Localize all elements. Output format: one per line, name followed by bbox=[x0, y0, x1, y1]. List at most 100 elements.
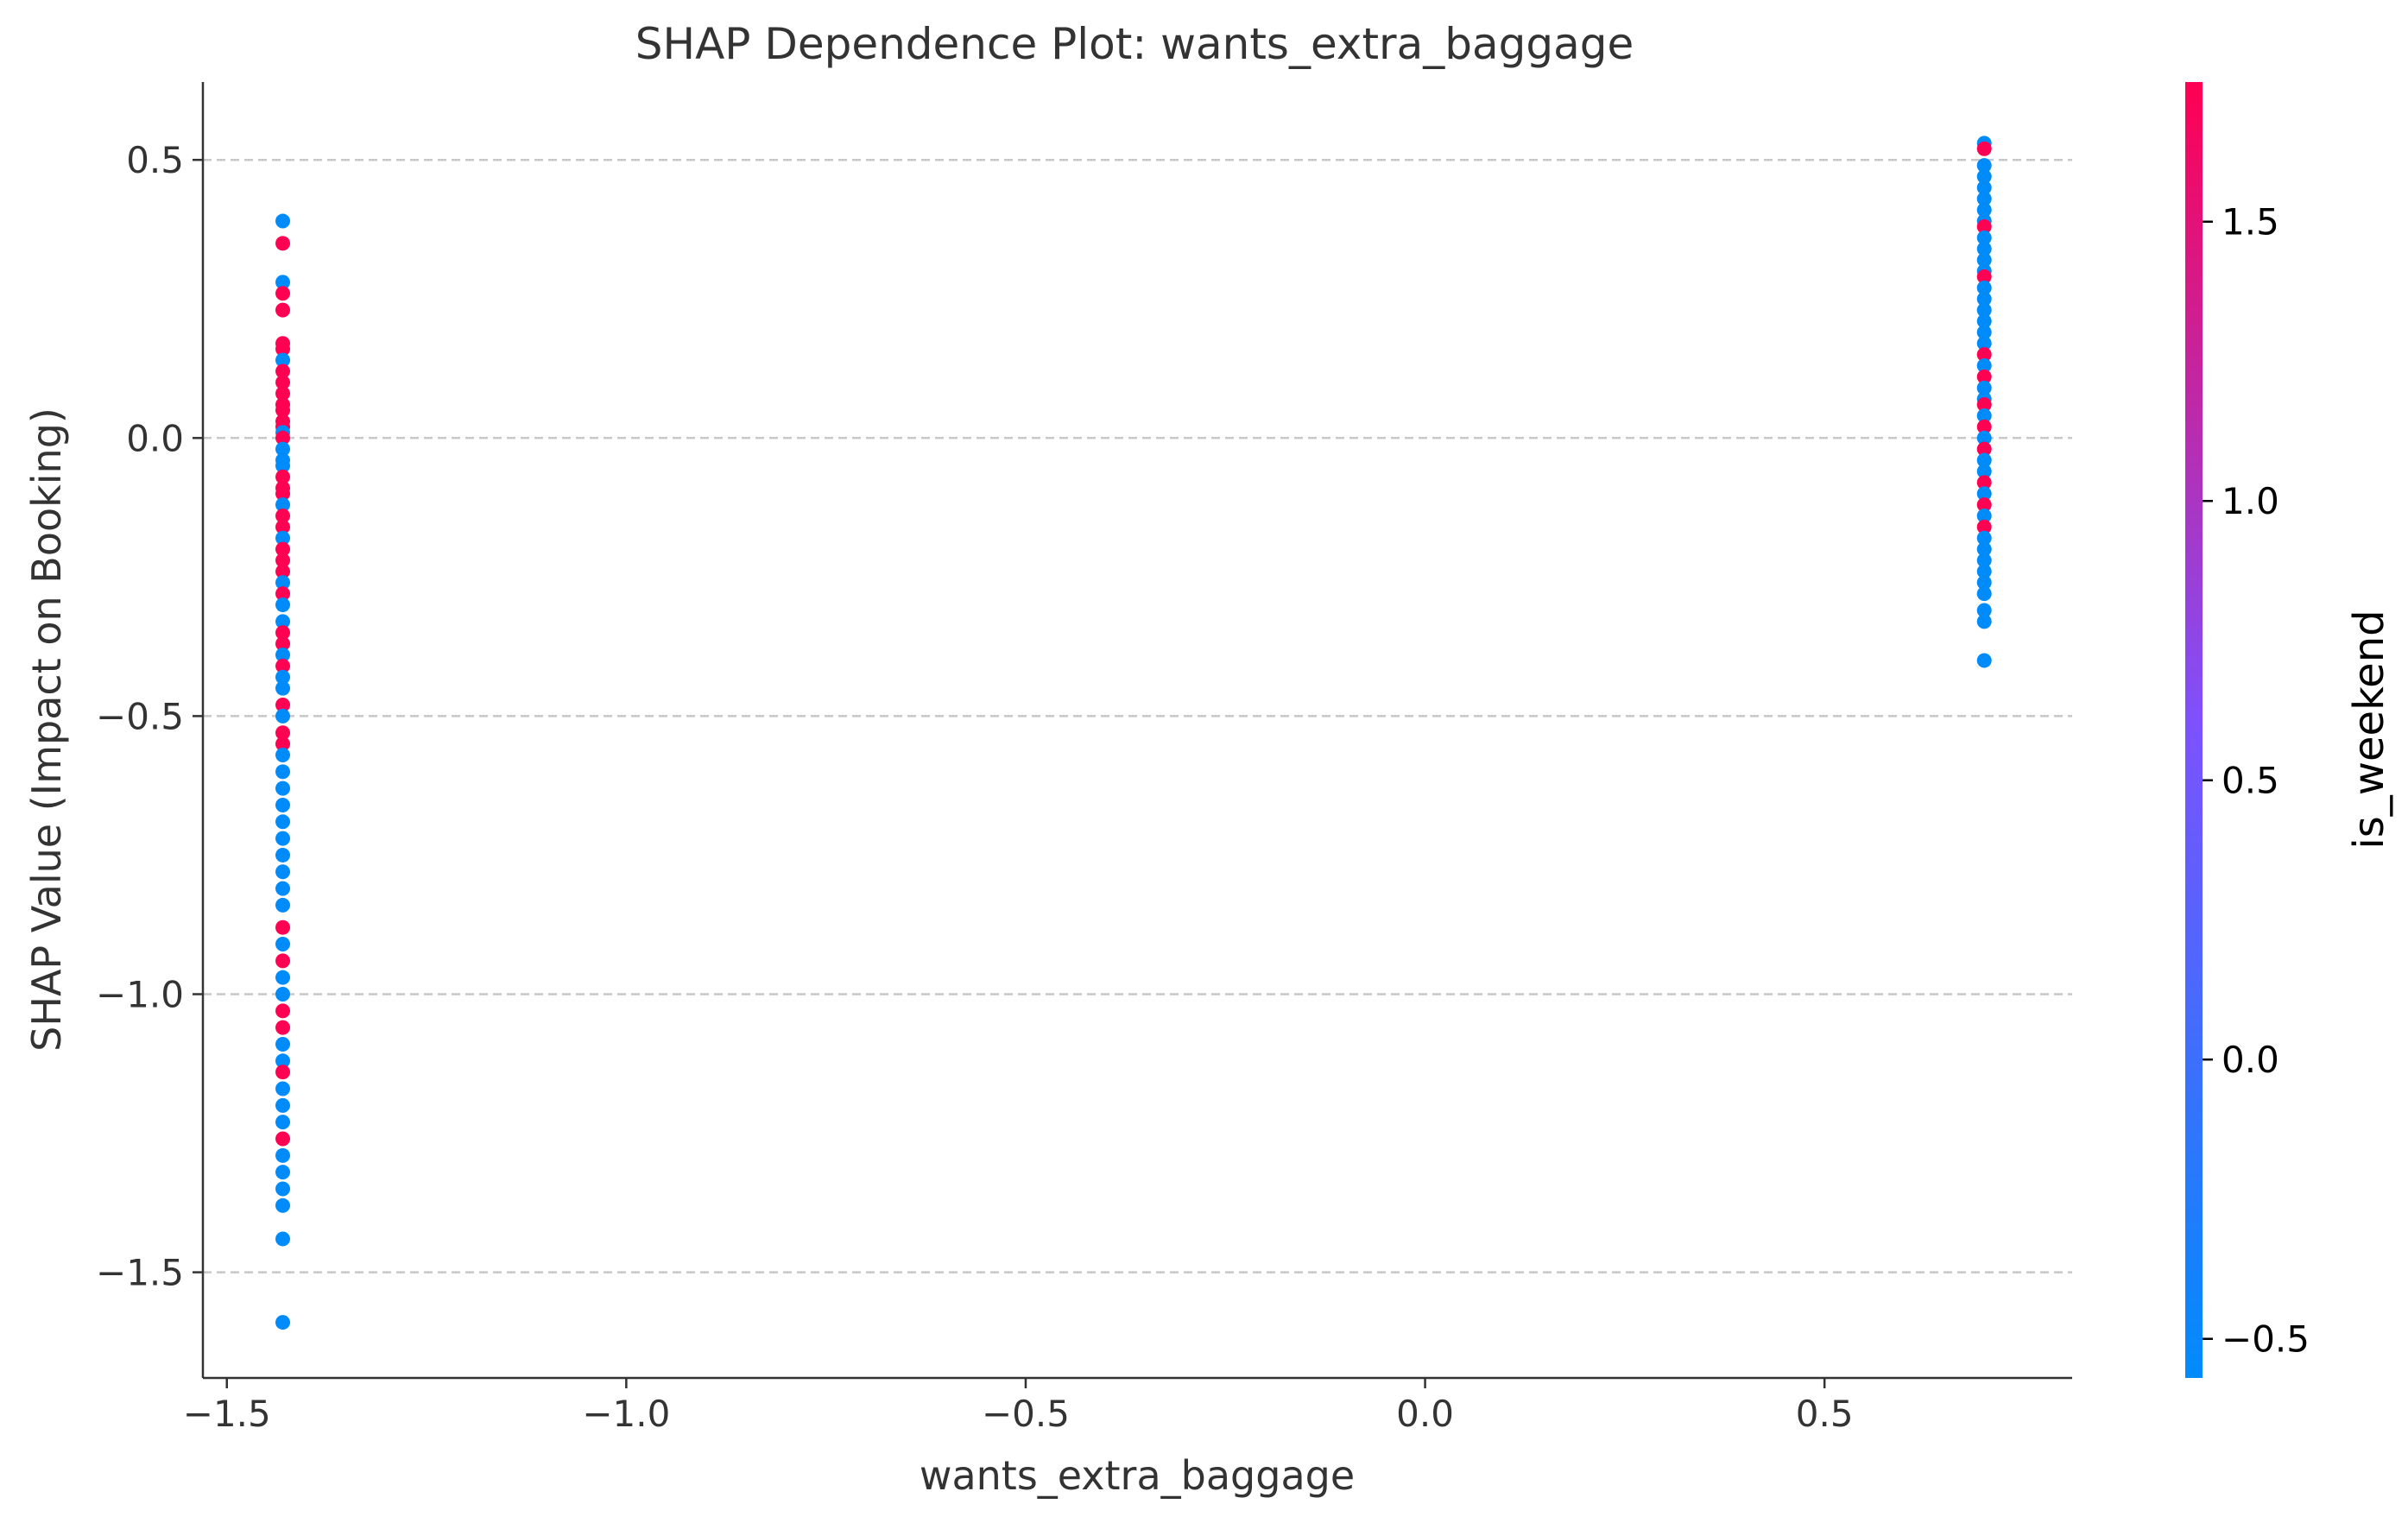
data-point bbox=[275, 213, 291, 229]
data-point bbox=[275, 458, 291, 474]
data-point bbox=[275, 1036, 291, 1052]
data-point bbox=[275, 236, 291, 251]
data-point bbox=[275, 519, 291, 534]
data-point bbox=[275, 1231, 291, 1247]
y-tick-label: 0.0 bbox=[126, 417, 184, 459]
data-point bbox=[275, 764, 291, 780]
data-point bbox=[275, 1131, 291, 1147]
x-axis-ticks: −1.5 −1.0 −0.5 0.0 0.5 bbox=[183, 1378, 1854, 1435]
data-point bbox=[275, 897, 291, 913]
x-tick-label: −1.5 bbox=[183, 1393, 271, 1435]
x-tick-label: 0.0 bbox=[1396, 1393, 1454, 1435]
data-point bbox=[1976, 603, 1992, 618]
data-point bbox=[1976, 586, 1992, 602]
y-tick-label: −0.5 bbox=[96, 695, 184, 737]
data-point bbox=[1976, 336, 1992, 351]
y-tick-label: −1.5 bbox=[96, 1252, 184, 1294]
data-point bbox=[1976, 408, 1992, 424]
data-point bbox=[1976, 419, 1992, 434]
data-point bbox=[1976, 564, 1992, 579]
data-point bbox=[275, 363, 291, 379]
data-point bbox=[275, 680, 291, 696]
colorbar bbox=[2185, 82, 2203, 1378]
chart-title: SHAP Dependence Plot: wants_extra_baggag… bbox=[635, 19, 1634, 69]
data-point bbox=[1976, 475, 1992, 490]
x-tick-label: 0.5 bbox=[1796, 1393, 1854, 1435]
data-point bbox=[275, 698, 291, 713]
data-point bbox=[1976, 291, 1992, 306]
data-point bbox=[275, 1181, 291, 1197]
data-point bbox=[1976, 141, 1992, 156]
data-point bbox=[1976, 369, 1992, 384]
data-point bbox=[1976, 241, 1992, 256]
data-point bbox=[275, 970, 291, 985]
data-point bbox=[1976, 313, 1992, 329]
data-point bbox=[1976, 191, 1992, 206]
data-point bbox=[1976, 464, 1992, 479]
data-point bbox=[1976, 486, 1992, 502]
data-point bbox=[1976, 325, 1992, 340]
data-point bbox=[275, 847, 291, 863]
data-point bbox=[275, 658, 291, 673]
data-point bbox=[275, 736, 291, 752]
data-point bbox=[275, 564, 291, 579]
data-point bbox=[1976, 653, 1992, 668]
y-tick-label: −1.0 bbox=[96, 973, 184, 1015]
data-point bbox=[275, 864, 291, 880]
data-point bbox=[1976, 541, 1992, 557]
data-point bbox=[275, 597, 291, 613]
data-point bbox=[1976, 441, 1992, 457]
data-point bbox=[275, 708, 291, 724]
data-point bbox=[275, 497, 291, 513]
data-point bbox=[1976, 269, 1992, 284]
scatter-points bbox=[275, 136, 1992, 1330]
data-point bbox=[1976, 218, 1992, 234]
data-point bbox=[1976, 530, 1992, 546]
data-point bbox=[1976, 553, 1992, 568]
colorbar-tick-label: 0.0 bbox=[2222, 1039, 2279, 1081]
data-point bbox=[275, 1020, 291, 1035]
data-point bbox=[275, 937, 291, 952]
data-point bbox=[1976, 519, 1992, 534]
colorbar-tick-label: −0.5 bbox=[2222, 1318, 2310, 1361]
data-point bbox=[275, 586, 291, 602]
data-point bbox=[275, 286, 291, 301]
data-point bbox=[1976, 180, 1992, 195]
data-point bbox=[275, 1097, 291, 1113]
data-point bbox=[275, 1115, 291, 1130]
data-point bbox=[275, 275, 291, 290]
data-point bbox=[275, 469, 291, 484]
data-point bbox=[275, 430, 291, 446]
data-point bbox=[275, 881, 291, 896]
data-point bbox=[275, 1198, 291, 1213]
data-point bbox=[275, 797, 291, 812]
data-point bbox=[275, 1003, 291, 1019]
x-axis-label: wants_extra_baggage bbox=[920, 1452, 1355, 1499]
data-point bbox=[275, 386, 291, 401]
data-point bbox=[1976, 452, 1992, 468]
data-point bbox=[275, 1065, 291, 1080]
data-point bbox=[275, 636, 291, 652]
y-tick-label: 0.5 bbox=[126, 139, 184, 181]
data-point bbox=[1976, 169, 1992, 185]
data-point bbox=[275, 575, 291, 591]
data-point bbox=[1976, 347, 1992, 363]
data-point bbox=[275, 530, 291, 546]
data-point bbox=[275, 1165, 291, 1180]
x-tick-label: −1.0 bbox=[582, 1393, 670, 1435]
data-point bbox=[1976, 280, 1992, 295]
data-point bbox=[275, 648, 291, 663]
data-point bbox=[1976, 302, 1992, 318]
data-point bbox=[275, 831, 291, 846]
data-point bbox=[275, 814, 291, 830]
data-point bbox=[275, 553, 291, 568]
data-point bbox=[275, 508, 291, 523]
data-point bbox=[275, 402, 291, 418]
data-point bbox=[1976, 158, 1992, 174]
data-point bbox=[275, 352, 291, 368]
data-point bbox=[1976, 614, 1992, 629]
data-point bbox=[1976, 575, 1992, 591]
colorbar-ticks: 1.5 1.0 0.5 0.0 −0.5 bbox=[2203, 201, 2310, 1361]
data-point bbox=[275, 1315, 291, 1330]
